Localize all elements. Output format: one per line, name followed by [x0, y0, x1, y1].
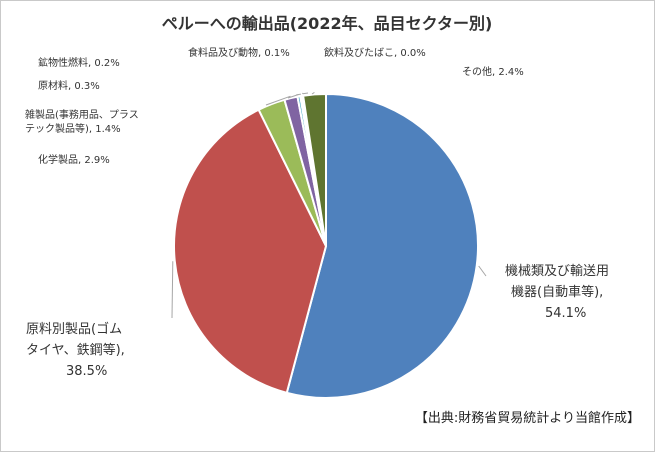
slice-label: その他, 2.4% [462, 65, 524, 78]
slice-label: 雑製品(事務用品、プラステック製品等), 1.4% [25, 108, 139, 135]
leader-line [311, 91, 315, 95]
leader-line [478, 265, 487, 277]
slice-label: 鉱物性燃料, 0.2% [38, 56, 120, 69]
leader-line [295, 93, 301, 96]
pie-slice [285, 92, 479, 399]
leader-line [171, 261, 174, 319]
source-note: 【出典:財務省貿易統計より当館作成】 [415, 410, 640, 426]
pie-slice [302, 92, 327, 247]
chart-title: ペルーへの輸出品(2022年、品目セクター別) [162, 14, 493, 33]
pie-slice [173, 108, 328, 395]
leader-line [265, 95, 291, 106]
slice-label: 原材料, 0.3% [38, 79, 100, 92]
slice-label: 原料別製品(ゴムタイヤ、鉄鋼等), 38.5% [26, 321, 125, 379]
leader-line [302, 92, 309, 95]
slice-label: 化学製品, 2.9% [38, 153, 110, 166]
slice-label: 飲料及びたばこ, 0.0% [324, 46, 426, 59]
slice-label: 機械類及び輸送用機器(自動車等), 54.1% [505, 264, 609, 321]
leader-line [301, 92, 304, 95]
slice-label: 食料品及び動物, 0.1% [188, 46, 290, 59]
